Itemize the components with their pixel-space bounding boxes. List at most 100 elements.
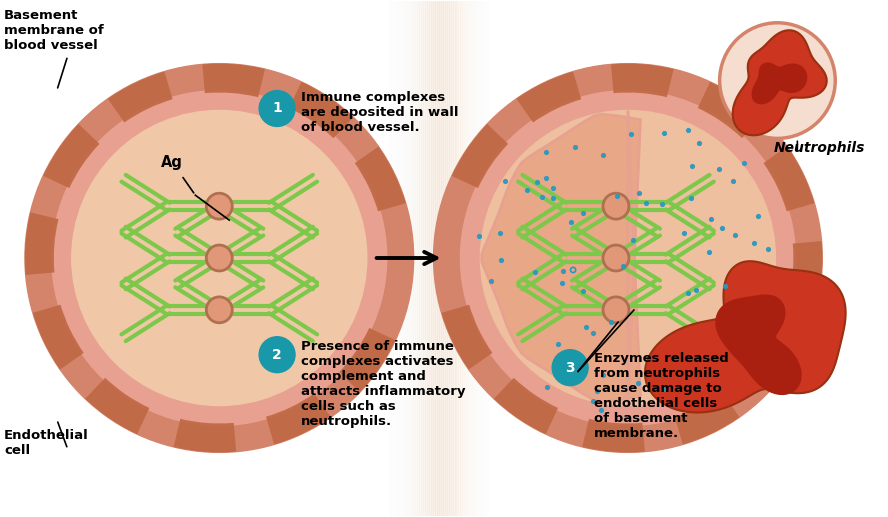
Wedge shape xyxy=(202,64,265,97)
Wedge shape xyxy=(339,328,395,392)
Polygon shape xyxy=(751,63,807,104)
Wedge shape xyxy=(107,71,172,123)
Wedge shape xyxy=(441,305,493,370)
Point xyxy=(689,286,703,294)
Bar xyxy=(407,1,408,516)
Bar xyxy=(424,1,426,516)
Bar xyxy=(482,1,485,516)
Circle shape xyxy=(433,64,822,452)
Circle shape xyxy=(259,337,295,373)
Wedge shape xyxy=(494,378,558,434)
Circle shape xyxy=(52,90,387,425)
Circle shape xyxy=(259,90,295,127)
Bar xyxy=(413,1,415,516)
Point xyxy=(567,143,582,151)
Bar xyxy=(400,1,402,516)
Bar xyxy=(480,1,482,516)
Bar xyxy=(440,1,442,516)
Bar xyxy=(471,1,472,516)
Point xyxy=(761,245,775,253)
Bar xyxy=(450,1,453,516)
Bar xyxy=(405,1,407,516)
Point xyxy=(639,199,654,207)
Point xyxy=(751,211,765,220)
Wedge shape xyxy=(25,212,59,275)
Point xyxy=(726,177,741,185)
Circle shape xyxy=(552,349,588,386)
Polygon shape xyxy=(482,111,640,405)
Text: Basement
membrane of
blood vessel: Basement membrane of blood vessel xyxy=(4,9,104,52)
Bar xyxy=(453,1,455,516)
Point xyxy=(596,150,610,159)
Point xyxy=(655,200,670,208)
Bar xyxy=(432,1,434,516)
Point xyxy=(564,218,578,226)
Bar xyxy=(431,1,432,516)
Text: 3: 3 xyxy=(566,361,575,375)
Circle shape xyxy=(480,111,775,405)
Point xyxy=(555,267,569,275)
Wedge shape xyxy=(33,305,83,370)
Bar xyxy=(474,1,477,516)
Point xyxy=(747,239,761,247)
Point xyxy=(540,383,554,391)
Bar xyxy=(487,1,488,516)
Text: Presence of immune
complexes activates
complement and
attracts inflammatory
cell: Presence of immune complexes activates c… xyxy=(301,340,465,428)
Point xyxy=(566,266,580,274)
Bar xyxy=(461,1,463,516)
Point xyxy=(576,287,591,296)
Point xyxy=(530,178,544,187)
Bar xyxy=(437,1,439,516)
Circle shape xyxy=(25,64,414,452)
Wedge shape xyxy=(764,146,814,211)
Point xyxy=(632,188,646,196)
Circle shape xyxy=(719,23,836,139)
Point xyxy=(596,371,610,379)
Point xyxy=(519,186,534,194)
Bar xyxy=(472,1,474,516)
Wedge shape xyxy=(452,124,508,188)
Bar xyxy=(439,1,440,516)
Wedge shape xyxy=(698,82,762,138)
Text: 1: 1 xyxy=(273,101,282,115)
Point xyxy=(626,236,640,244)
Circle shape xyxy=(603,297,629,323)
Bar xyxy=(447,1,448,516)
Point xyxy=(555,279,569,287)
Point xyxy=(656,385,670,393)
Bar xyxy=(479,1,480,516)
Point xyxy=(528,268,543,277)
Polygon shape xyxy=(715,295,802,395)
Point xyxy=(579,323,593,331)
Text: Enzymes released
from neutrophils
cause damage to
endothelial cells
of basement
: Enzymes released from neutrophils cause … xyxy=(594,352,729,439)
Point xyxy=(681,126,695,134)
Bar xyxy=(423,1,424,516)
Bar xyxy=(418,1,421,516)
Text: Neutrophils: Neutrophils xyxy=(773,141,865,156)
Point xyxy=(495,256,509,264)
Bar xyxy=(429,1,431,516)
Bar xyxy=(485,1,487,516)
Wedge shape xyxy=(583,419,645,452)
Wedge shape xyxy=(675,393,740,445)
Text: Immune complexes
are deposited in wall
of blood vessel.: Immune complexes are deposited in wall o… xyxy=(301,90,458,133)
Circle shape xyxy=(206,245,233,271)
Point xyxy=(539,174,553,182)
Point xyxy=(483,277,497,285)
Point xyxy=(551,340,566,348)
Bar xyxy=(408,1,410,516)
Point xyxy=(586,329,600,338)
Wedge shape xyxy=(355,146,406,211)
Point xyxy=(538,148,552,157)
Point xyxy=(712,165,726,173)
Point xyxy=(725,313,739,321)
Point xyxy=(718,282,733,291)
Bar xyxy=(397,1,399,516)
Bar xyxy=(389,1,391,516)
Point xyxy=(736,159,750,167)
Bar xyxy=(458,1,461,516)
Point xyxy=(546,184,560,192)
Point xyxy=(702,248,717,256)
Point xyxy=(715,223,729,232)
Bar xyxy=(466,1,469,516)
